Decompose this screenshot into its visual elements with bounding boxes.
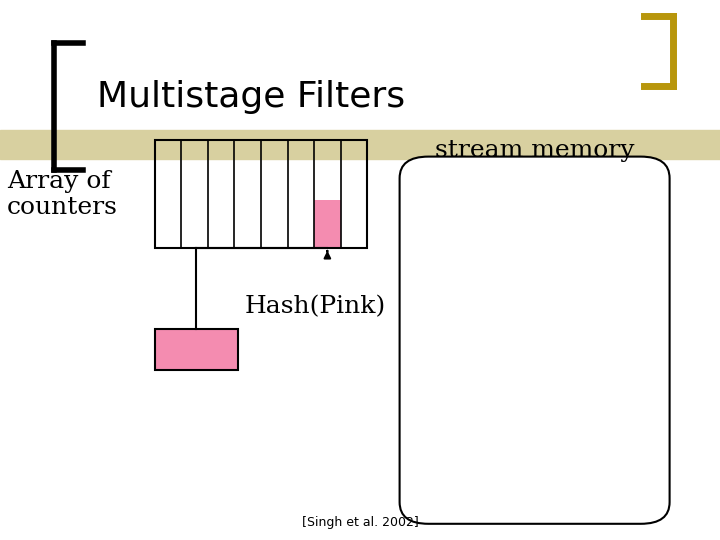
Bar [155,329,238,370]
Bar [314,200,341,248]
Text: Hash(Pink): Hash(Pink) [245,295,386,319]
Text: Multistage Filters: Multistage Filters [97,80,405,114]
Bar [155,140,367,248]
Text: Array of
counters: Array of counters [7,170,118,219]
Bar [0,130,720,159]
Text: stream memory: stream memory [435,139,634,162]
Text: [Singh et al. 2002]: [Singh et al. 2002] [302,516,418,529]
FancyBboxPatch shape [400,157,670,524]
